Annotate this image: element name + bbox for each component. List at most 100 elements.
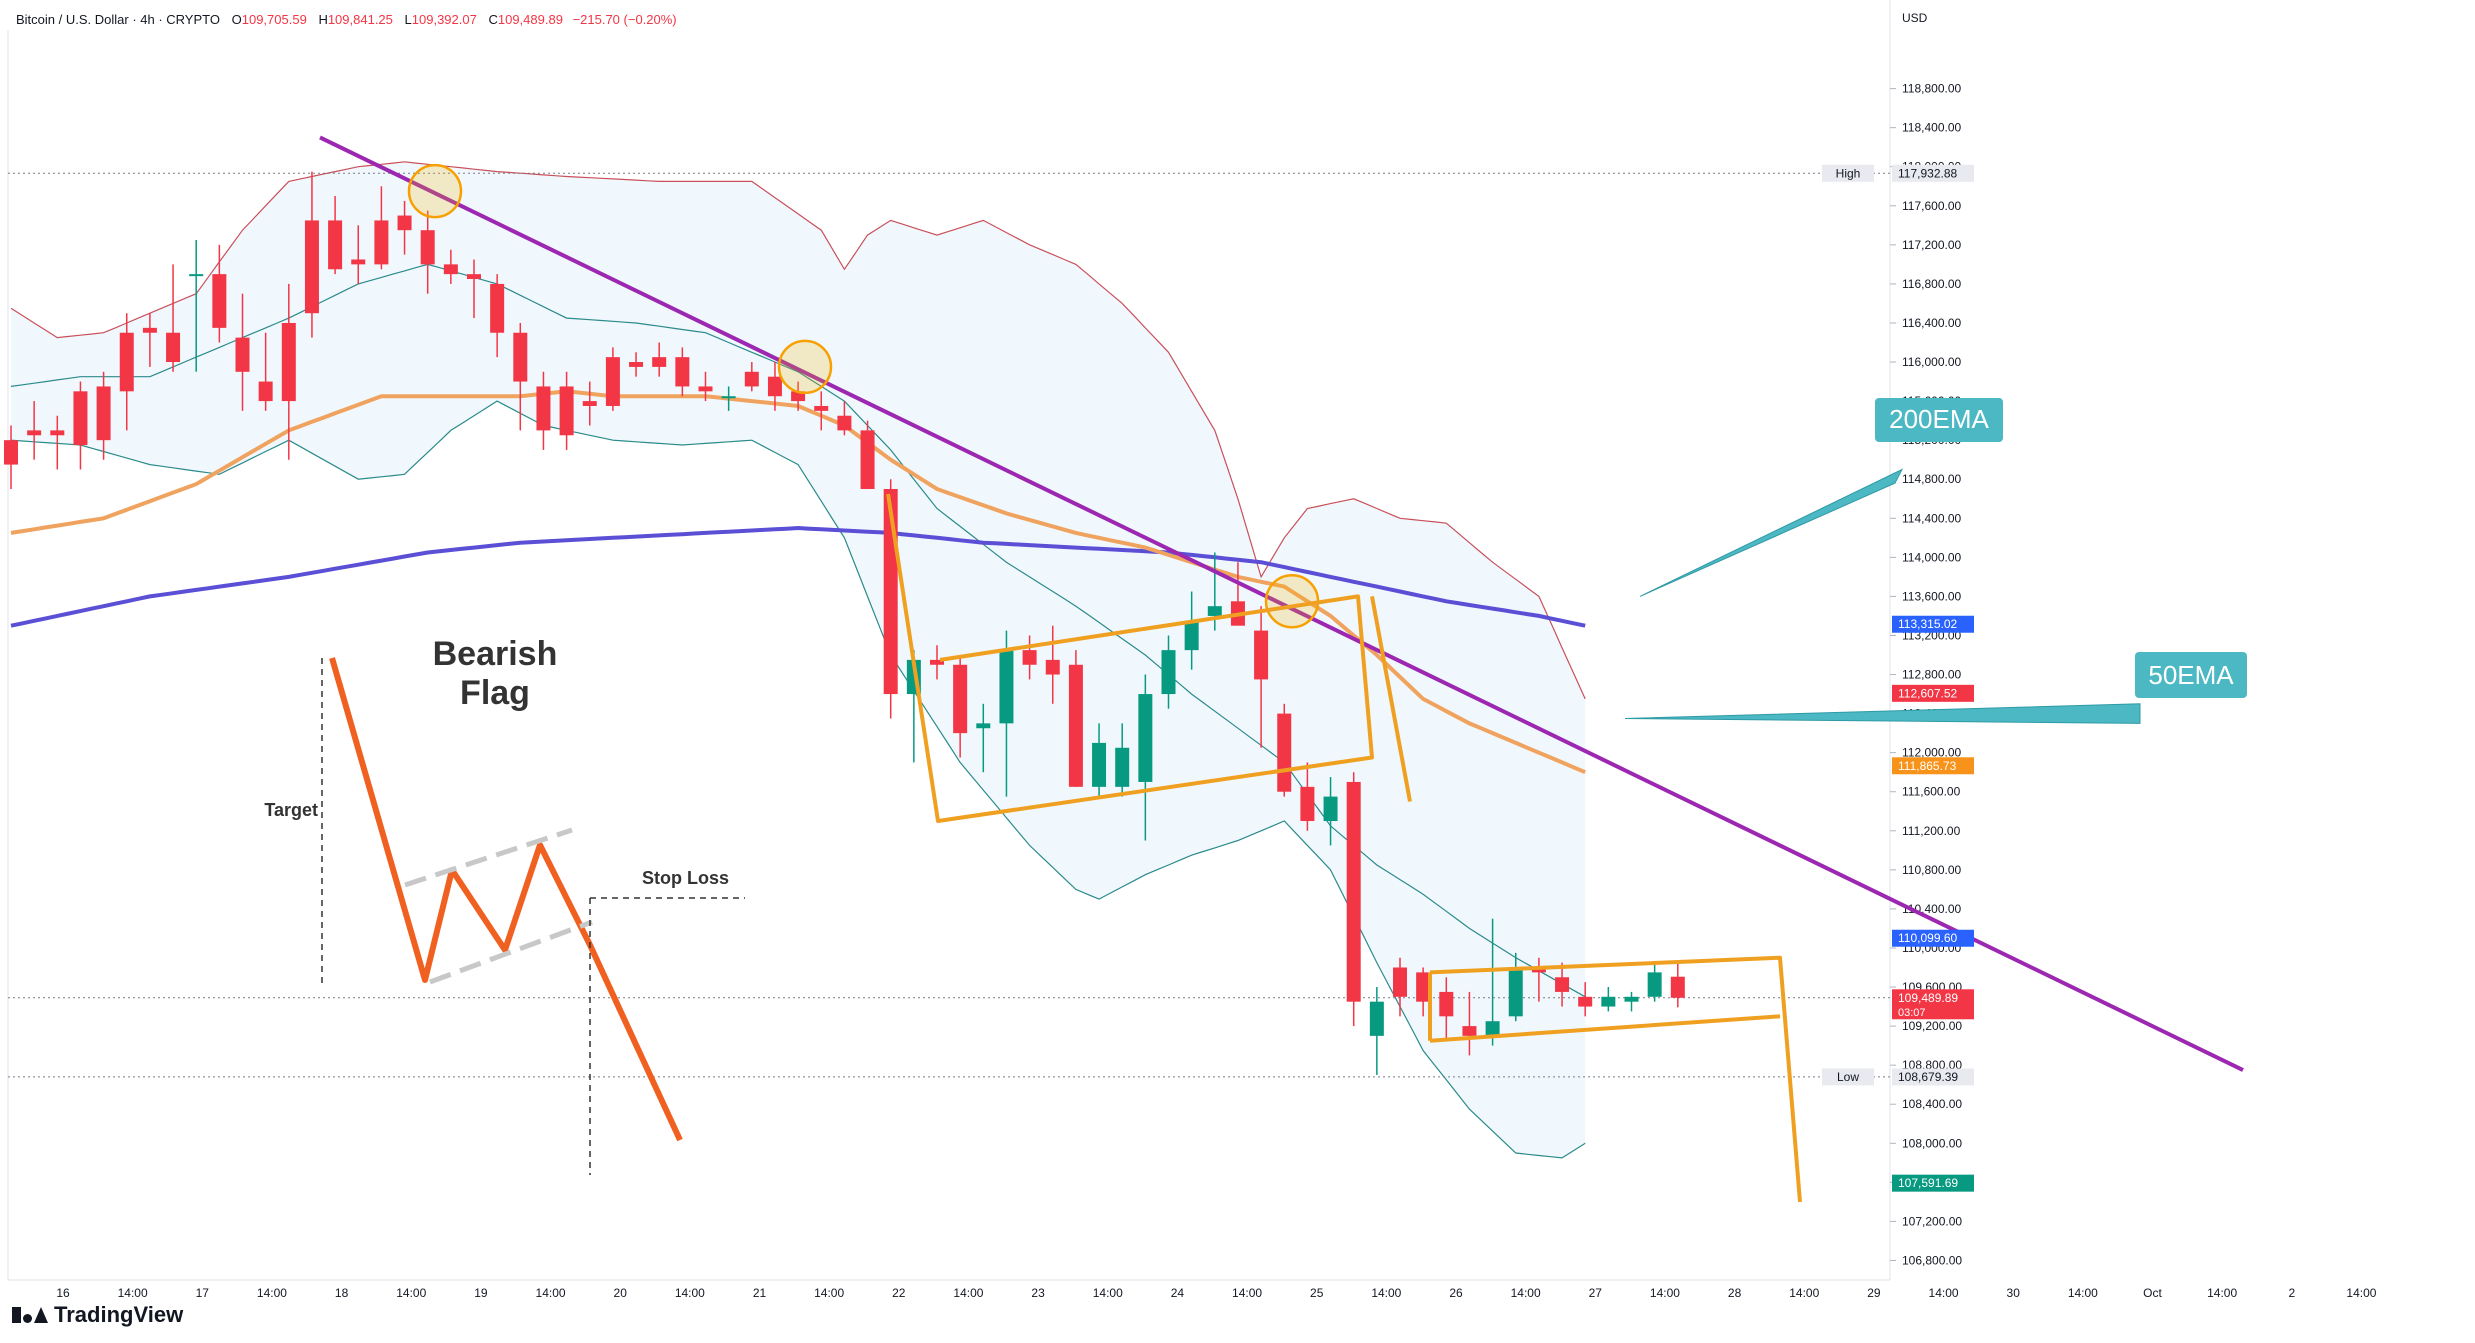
candle[interactable]: [837, 401, 852, 436]
candle[interactable]: [1346, 772, 1361, 1027]
candle[interactable]: [1601, 987, 1616, 1012]
candle[interactable]: [1485, 918, 1500, 1046]
candle[interactable]: [142, 313, 157, 367]
price-scale-label[interactable]: 107,591.69: [1892, 1174, 1974, 1192]
candle[interactable]: [1323, 777, 1338, 846]
candle[interactable]: [791, 381, 806, 411]
candle[interactable]: [1416, 967, 1431, 1017]
candle[interactable]: [536, 371, 551, 450]
candle[interactable]: [1531, 957, 1546, 1002]
time-tick-label: 14:00: [396, 1286, 426, 1300]
candle[interactable]: [1647, 962, 1662, 1002]
candle[interactable]: [1369, 987, 1384, 1075]
callout-200ema-text: 200EMA: [1889, 404, 1989, 434]
descending-trendline[interactable]: [319, 135, 2244, 1072]
candle[interactable]: [953, 655, 968, 758]
candle[interactable]: [304, 171, 319, 338]
candle[interactable]: [1393, 957, 1407, 1017]
candle[interactable]: [351, 225, 366, 284]
candle[interactable]: [1184, 591, 1199, 670]
candle[interactable]: [605, 347, 620, 411]
candle[interactable]: [1045, 625, 1060, 704]
candle[interactable]: [96, 371, 111, 460]
candle[interactable]: [582, 381, 597, 426]
price-scale-label[interactable]: 111,865.73: [1892, 757, 1974, 775]
price-scale-label[interactable]: Low 108,679.39: [1822, 1068, 1974, 1086]
candle-body: [1439, 991, 1454, 1017]
candle[interactable]: [698, 371, 713, 402]
candle[interactable]: [443, 249, 458, 284]
first-flag-breakdown-leg[interactable]: [1370, 596, 1412, 802]
touch-circle-marker[interactable]: [1264, 574, 1320, 629]
candle[interactable]: [1138, 674, 1153, 841]
candle[interactable]: [1555, 962, 1570, 1007]
first-bear-flag-channel[interactable]: [886, 493, 1374, 823]
candle[interactable]: [1092, 723, 1107, 797]
candle[interactable]: [652, 342, 667, 377]
ema-200-line[interactable]: [10, 525, 1586, 628]
candle[interactable]: [212, 244, 227, 343]
price-scale-label[interactable]: 112,607.52: [1892, 684, 1974, 702]
tradingview-logo[interactable]: TradingView: [12, 1302, 183, 1328]
callout-200ema-box[interactable]: [1875, 398, 2003, 442]
candle[interactable]: [467, 259, 481, 319]
candle[interactable]: [1277, 703, 1292, 797]
touch-circle-marker[interactable]: [777, 339, 833, 395]
currency-label[interactable]: USD: [1902, 11, 1928, 25]
candle[interactable]: [559, 371, 574, 450]
candle[interactable]: [744, 362, 759, 392]
candle[interactable]: [189, 239, 204, 372]
candle[interactable]: [1578, 982, 1593, 1017]
candle[interactable]: [1115, 723, 1130, 797]
price-scale-label[interactable]: 109,489.89 03:07: [1892, 989, 1974, 1020]
candle[interactable]: [1022, 635, 1037, 680]
candle[interactable]: [1624, 991, 1639, 1012]
candle[interactable]: [1670, 963, 1685, 1008]
candle[interactable]: [1508, 952, 1523, 1022]
candle[interactable]: [976, 703, 991, 773]
candle[interactable]: [1161, 635, 1176, 709]
candle[interactable]: [27, 401, 42, 460]
price-tick-label: 108,400.00: [1902, 1097, 1962, 1111]
candle[interactable]: [629, 352, 644, 377]
candle[interactable]: [513, 322, 528, 431]
touch-circle-marker[interactable]: [407, 163, 463, 219]
candle[interactable]: [814, 391, 829, 431]
price-scale-label[interactable]: High 117,932.88: [1822, 164, 1974, 182]
candle[interactable]: [374, 186, 389, 270]
second-flag-lower-line[interactable]: [1429, 1014, 1781, 1043]
candle[interactable]: [999, 630, 1014, 797]
symbol-name[interactable]: Bitcoin / U.S. Dollar · 4h · CRYPTO: [16, 12, 220, 27]
candle[interactable]: [1300, 762, 1315, 831]
candle[interactable]: [675, 347, 690, 397]
candle[interactable]: [1068, 650, 1083, 787]
candle[interactable]: [397, 200, 412, 255]
tradingview-brand-name: TradingView: [54, 1302, 184, 1327]
candle[interactable]: [50, 415, 65, 470]
candle[interactable]: [119, 313, 134, 431]
candle[interactable]: [721, 386, 736, 411]
candle[interactable]: [166, 264, 181, 372]
candle[interactable]: [860, 420, 875, 489]
candle[interactable]: [4, 425, 18, 489]
candle[interactable]: [328, 196, 343, 275]
candle[interactable]: [235, 293, 250, 411]
candle[interactable]: [1254, 606, 1269, 748]
candle[interactable]: [420, 210, 435, 294]
candle[interactable]: [1439, 977, 1454, 1041]
candle-body: [767, 376, 782, 397]
candle[interactable]: [490, 274, 505, 358]
candle[interactable]: [930, 645, 944, 680]
candle[interactable]: [281, 283, 296, 460]
candle[interactable]: [1462, 991, 1477, 1056]
price-scale-label[interactable]: 110,099.60: [1892, 929, 1974, 947]
callout-50ema-box[interactable]: [2135, 652, 2247, 698]
candle[interactable]: [258, 332, 273, 411]
second-flag-upper-and-projection[interactable]: [1429, 955, 1802, 1203]
price-scale-label[interactable]: 113,315.02: [1892, 615, 1974, 633]
candle[interactable]: [73, 381, 88, 470]
candle[interactable]: [767, 362, 782, 411]
close-label: C: [488, 12, 498, 27]
